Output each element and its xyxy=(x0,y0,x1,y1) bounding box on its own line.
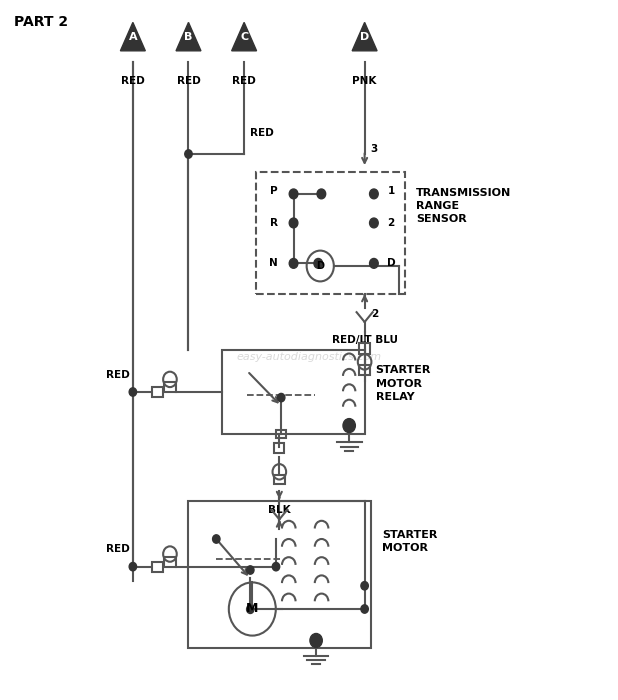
Text: BLK: BLK xyxy=(268,505,290,514)
Circle shape xyxy=(370,218,378,228)
Circle shape xyxy=(185,150,192,158)
Text: RED: RED xyxy=(106,370,130,379)
Text: PNK: PNK xyxy=(352,76,377,85)
Text: N: N xyxy=(269,258,278,268)
Text: 3: 3 xyxy=(371,144,378,154)
Text: easy-autodiagnostics.com: easy-autodiagnostics.com xyxy=(237,352,381,362)
Circle shape xyxy=(213,535,220,543)
Circle shape xyxy=(247,566,254,574)
Circle shape xyxy=(273,563,280,571)
Text: P: P xyxy=(270,186,277,196)
Circle shape xyxy=(289,218,298,228)
Circle shape xyxy=(370,258,378,268)
Text: RED: RED xyxy=(121,76,145,85)
Text: 1: 1 xyxy=(387,186,395,196)
Text: D: D xyxy=(360,32,369,42)
Text: RED/LT BLU: RED/LT BLU xyxy=(332,335,397,344)
Polygon shape xyxy=(176,22,201,51)
Circle shape xyxy=(370,189,378,199)
Text: 2: 2 xyxy=(387,218,395,228)
Circle shape xyxy=(289,189,298,199)
Text: 2: 2 xyxy=(371,309,378,318)
Circle shape xyxy=(277,393,285,402)
Polygon shape xyxy=(352,22,377,51)
Polygon shape xyxy=(121,22,145,51)
Circle shape xyxy=(361,605,368,613)
Text: STARTER
MOTOR: STARTER MOTOR xyxy=(382,530,438,553)
Circle shape xyxy=(247,605,254,613)
Circle shape xyxy=(129,563,137,571)
Text: RED: RED xyxy=(177,76,200,85)
Circle shape xyxy=(361,582,368,590)
Text: STARTER
MOTOR
RELAY: STARTER MOTOR RELAY xyxy=(376,365,431,402)
Text: RED: RED xyxy=(232,76,256,85)
Text: D: D xyxy=(316,261,324,271)
Circle shape xyxy=(310,634,322,648)
Text: R: R xyxy=(270,218,277,228)
Text: B: B xyxy=(184,32,193,42)
Text: M: M xyxy=(246,603,258,615)
Circle shape xyxy=(129,388,137,396)
Text: TRANSMISSION
RANGE
SENSOR: TRANSMISSION RANGE SENSOR xyxy=(416,188,511,224)
Text: D: D xyxy=(387,258,396,268)
Circle shape xyxy=(343,419,355,433)
Circle shape xyxy=(314,258,323,268)
Polygon shape xyxy=(232,22,256,51)
Circle shape xyxy=(289,258,298,268)
Text: PART 2: PART 2 xyxy=(14,15,68,29)
Circle shape xyxy=(317,189,326,199)
Text: RED: RED xyxy=(106,544,130,554)
Text: C: C xyxy=(240,32,248,42)
Text: A: A xyxy=(129,32,137,42)
Text: RED: RED xyxy=(250,128,274,138)
